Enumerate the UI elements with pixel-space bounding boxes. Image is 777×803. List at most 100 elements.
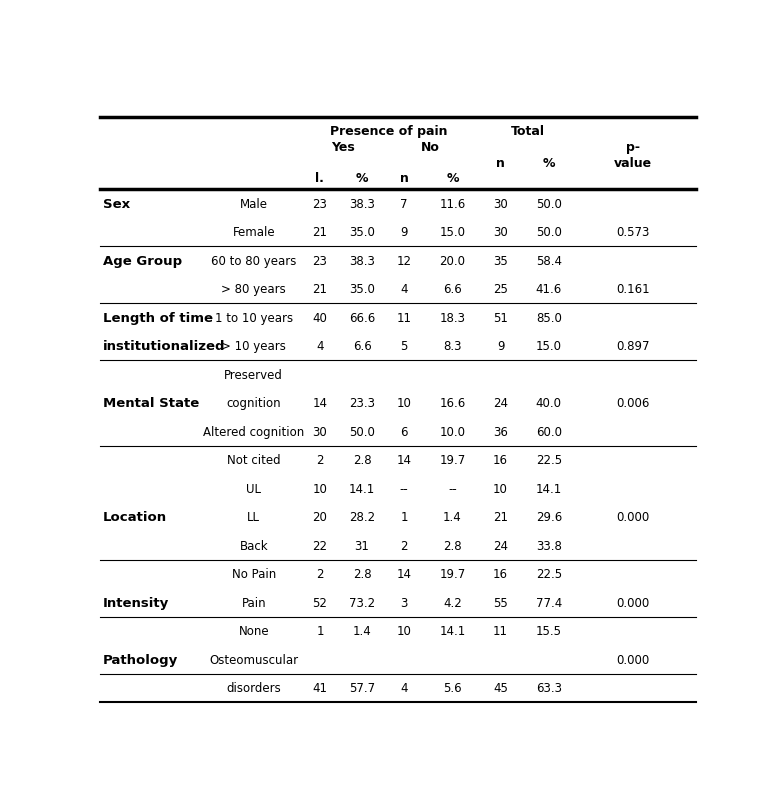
Text: 15.0: 15.0	[536, 340, 562, 353]
Text: 0.161: 0.161	[616, 283, 650, 296]
Text: 2: 2	[400, 539, 408, 552]
Text: 14.1: 14.1	[535, 483, 562, 495]
Text: 9: 9	[400, 226, 408, 239]
Text: 50.0: 50.0	[349, 426, 375, 438]
Text: 60.0: 60.0	[536, 426, 562, 438]
Text: Altered cognition: Altered cognition	[203, 426, 305, 438]
Text: 23.3: 23.3	[349, 397, 375, 410]
Text: 11: 11	[397, 312, 412, 324]
Text: 50.0: 50.0	[536, 198, 562, 210]
Text: 30: 30	[493, 226, 508, 239]
Text: 45: 45	[493, 682, 508, 695]
Text: Pathology: Pathology	[103, 653, 179, 666]
Text: 52: 52	[312, 596, 327, 609]
Text: No Pain: No Pain	[232, 568, 276, 581]
Text: l.: l.	[315, 172, 324, 185]
Text: 15.0: 15.0	[440, 226, 465, 239]
Text: Age Group: Age Group	[103, 255, 183, 267]
Text: 0.897: 0.897	[616, 340, 650, 353]
Text: 22.5: 22.5	[535, 454, 562, 467]
Text: Presence of pain: Presence of pain	[330, 125, 448, 138]
Text: No: No	[420, 141, 439, 154]
Text: 30: 30	[312, 426, 327, 438]
Text: 23: 23	[312, 255, 327, 267]
Text: 14: 14	[397, 568, 412, 581]
Text: 77.4: 77.4	[535, 596, 562, 609]
Text: 30: 30	[493, 198, 508, 210]
Text: Location: Location	[103, 511, 167, 524]
Text: 4: 4	[316, 340, 324, 353]
Text: 3: 3	[401, 596, 408, 609]
Text: 21: 21	[312, 283, 327, 296]
Text: 33.8: 33.8	[536, 539, 562, 552]
Text: 1: 1	[400, 511, 408, 524]
Text: 6.6: 6.6	[353, 340, 371, 353]
Text: Osteomuscular: Osteomuscular	[209, 653, 298, 666]
Text: 41.6: 41.6	[535, 283, 562, 296]
Text: 0.000: 0.000	[616, 511, 650, 524]
Text: 15.5: 15.5	[536, 625, 562, 638]
Text: 24: 24	[493, 539, 508, 552]
Text: Pain: Pain	[242, 596, 266, 609]
Text: 31: 31	[354, 539, 370, 552]
Text: 19.7: 19.7	[439, 454, 465, 467]
Text: 19.7: 19.7	[439, 568, 465, 581]
Text: 16.6: 16.6	[439, 397, 465, 410]
Text: 8.3: 8.3	[443, 340, 462, 353]
Text: 5.6: 5.6	[443, 682, 462, 695]
Text: 41: 41	[312, 682, 327, 695]
Text: 73.2: 73.2	[349, 596, 375, 609]
Text: 35: 35	[493, 255, 508, 267]
Text: 14.1: 14.1	[349, 483, 375, 495]
Text: 35.0: 35.0	[349, 226, 375, 239]
Text: 40: 40	[312, 312, 327, 324]
Text: 51: 51	[493, 312, 508, 324]
Text: 2.8: 2.8	[353, 568, 371, 581]
Text: 1.4: 1.4	[443, 511, 462, 524]
Text: 14: 14	[397, 454, 412, 467]
Text: 6.6: 6.6	[443, 283, 462, 296]
Text: 16: 16	[493, 454, 508, 467]
Text: p-: p-	[626, 141, 640, 154]
Text: 2.8: 2.8	[353, 454, 371, 467]
Text: None: None	[239, 625, 269, 638]
Text: Back: Back	[239, 539, 268, 552]
Text: %: %	[542, 157, 555, 169]
Text: 57.7: 57.7	[349, 682, 375, 695]
Text: 2: 2	[316, 568, 324, 581]
Text: Length of time: Length of time	[103, 312, 213, 324]
Text: 1.4: 1.4	[353, 625, 371, 638]
Text: 24: 24	[493, 397, 508, 410]
Text: 25: 25	[493, 283, 508, 296]
Text: 10: 10	[312, 483, 327, 495]
Text: > 10 years: > 10 years	[221, 340, 286, 353]
Text: 1 to 10 years: 1 to 10 years	[214, 312, 293, 324]
Text: --: --	[448, 483, 457, 495]
Text: 12: 12	[397, 255, 412, 267]
Text: 20: 20	[312, 511, 327, 524]
Text: > 80 years: > 80 years	[221, 283, 286, 296]
Text: disorders: disorders	[226, 682, 281, 695]
Text: Total: Total	[510, 125, 545, 138]
Text: value: value	[614, 157, 652, 169]
Text: 1: 1	[316, 625, 324, 638]
Text: %: %	[446, 172, 458, 185]
Text: --: --	[400, 483, 409, 495]
Text: 0.573: 0.573	[616, 226, 650, 239]
Text: 9: 9	[497, 340, 504, 353]
Text: 10: 10	[397, 625, 412, 638]
Text: Not cited: Not cited	[227, 454, 280, 467]
Text: 50.0: 50.0	[536, 226, 562, 239]
Text: 0.006: 0.006	[616, 397, 650, 410]
Text: 38.3: 38.3	[349, 198, 375, 210]
Text: 20.0: 20.0	[440, 255, 465, 267]
Text: 85.0: 85.0	[536, 312, 562, 324]
Text: 11: 11	[493, 625, 508, 638]
Text: Intensity: Intensity	[103, 596, 169, 609]
Text: 66.6: 66.6	[349, 312, 375, 324]
Text: 58.4: 58.4	[536, 255, 562, 267]
Text: 7: 7	[400, 198, 408, 210]
Text: 2.8: 2.8	[443, 539, 462, 552]
Text: 22.5: 22.5	[535, 568, 562, 581]
Text: 11.6: 11.6	[439, 198, 465, 210]
